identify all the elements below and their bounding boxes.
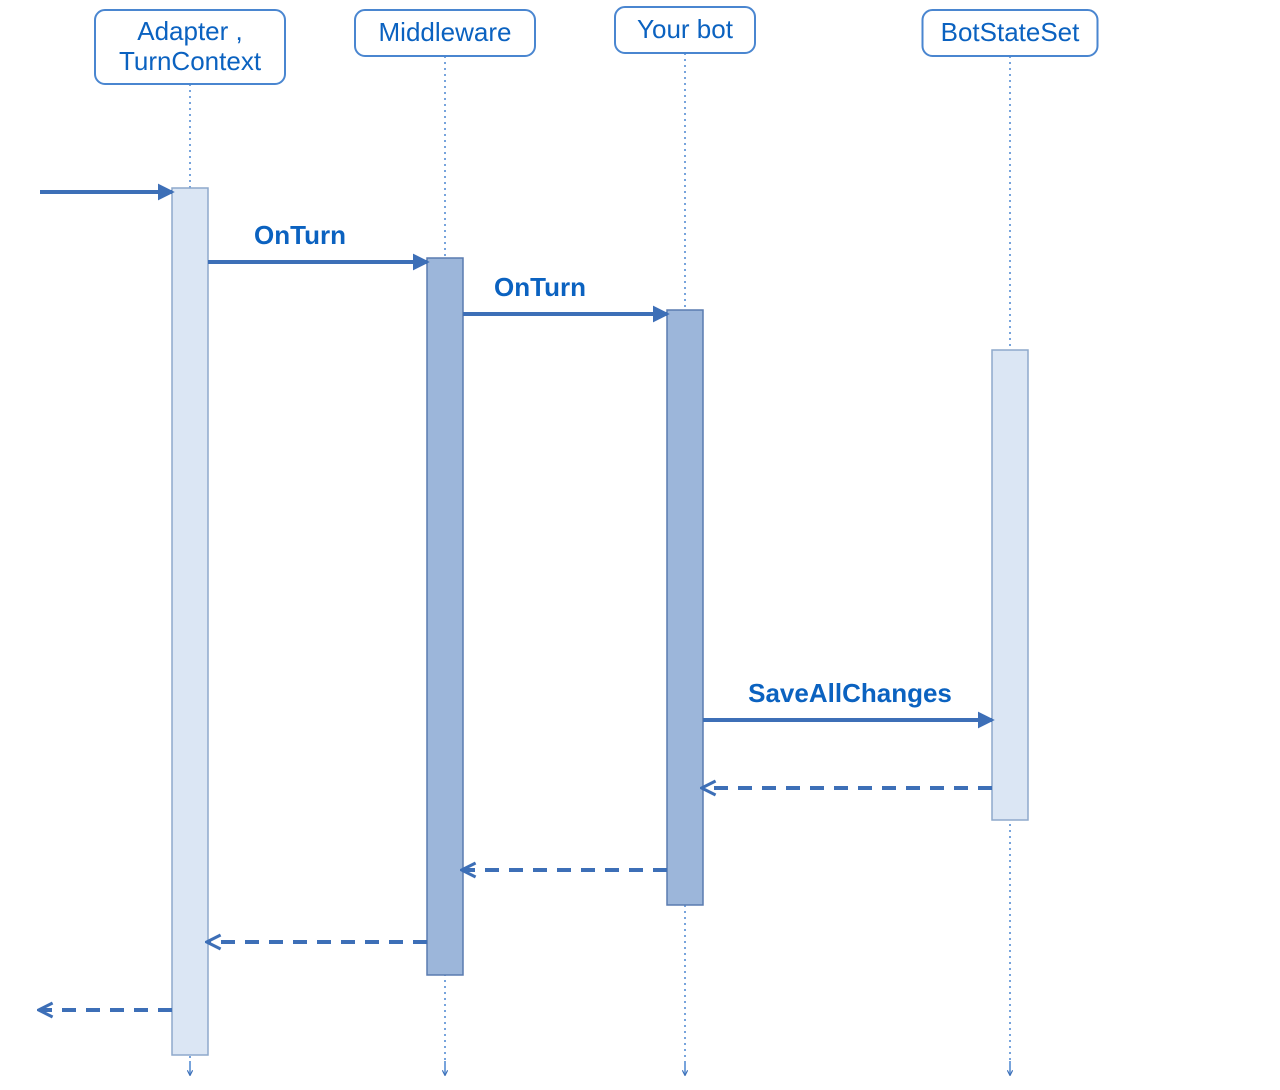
participant-label-adapter-2: TurnContext: [119, 46, 262, 76]
message-label-1: OnTurn: [254, 220, 346, 250]
activation-yourbot: [667, 310, 703, 905]
sequence-diagram: OnTurn OnTurn SaveAllChanges Adapter ,TurnC…: [0, 0, 1280, 1090]
activation-botstate: [992, 350, 1028, 820]
participant-label-middleware: Middleware: [379, 17, 512, 47]
message-label-3: SaveAllChanges: [748, 678, 952, 708]
message-label-2: OnTurn: [494, 272, 586, 302]
activation-middleware: [427, 258, 463, 975]
activation-adapter: [172, 188, 208, 1055]
participant-label-yourbot: Your bot: [637, 14, 734, 44]
participant-label-adapter-1: Adapter ,: [137, 16, 243, 46]
participant-label-botstate: BotStateSet: [941, 17, 1081, 47]
